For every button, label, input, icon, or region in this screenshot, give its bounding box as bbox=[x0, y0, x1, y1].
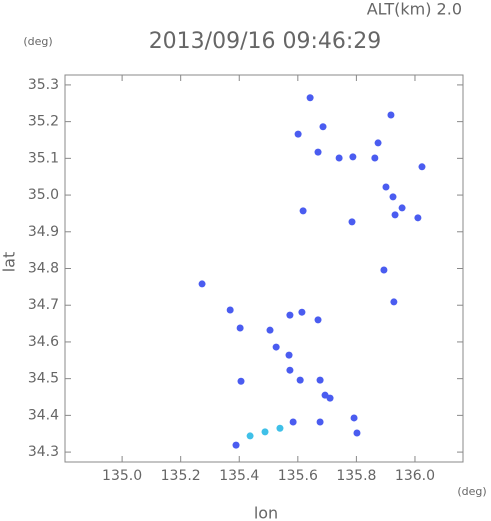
y-tick-label: 34.9 bbox=[28, 224, 59, 240]
echo-point bbox=[286, 366, 294, 374]
y-tick-label: 34.8 bbox=[28, 261, 59, 277]
echo-point bbox=[326, 394, 334, 402]
echo-point bbox=[398, 204, 406, 212]
echo-point bbox=[418, 163, 426, 171]
echo-point bbox=[335, 154, 343, 162]
x-axis-label: lon bbox=[254, 504, 278, 521]
y-tick-label: 35.3 bbox=[28, 77, 59, 93]
x-unit: (deg) bbox=[457, 485, 486, 498]
chart-title: 2013/09/16 09:46:29 bbox=[149, 29, 382, 54]
echo-point bbox=[316, 418, 324, 426]
y-tick-label: 35.1 bbox=[28, 150, 59, 166]
echo-point bbox=[286, 311, 294, 319]
echo-point bbox=[353, 429, 361, 437]
echo-point bbox=[382, 183, 390, 191]
x-tick-label: 135.2 bbox=[161, 468, 201, 484]
echo-point bbox=[266, 326, 274, 334]
echo-point bbox=[237, 377, 245, 385]
echo-point bbox=[348, 218, 356, 226]
echo-point bbox=[390, 298, 398, 306]
plot-frame bbox=[64, 74, 464, 463]
x-tick-label: 136.0 bbox=[395, 468, 435, 484]
echo-point bbox=[314, 316, 322, 324]
echo-point bbox=[316, 376, 324, 384]
echo-point bbox=[272, 343, 280, 351]
echo-point bbox=[306, 94, 314, 102]
echo-point bbox=[198, 280, 206, 288]
echo-point bbox=[246, 432, 254, 440]
y-tick-label: 35.0 bbox=[28, 187, 59, 203]
echo-point bbox=[296, 376, 304, 384]
echo-point bbox=[294, 130, 302, 138]
x-tick-label: 135.4 bbox=[219, 468, 259, 484]
echo-point bbox=[387, 111, 395, 119]
echo-point bbox=[299, 207, 307, 215]
echo-point bbox=[298, 308, 306, 316]
echo-point bbox=[314, 148, 322, 156]
y-tick-label: 34.4 bbox=[28, 407, 59, 423]
y-axis-label: lat bbox=[0, 252, 19, 273]
y-unit: (deg) bbox=[23, 35, 52, 48]
y-tick-label: 34.7 bbox=[28, 297, 59, 313]
y-tick-label: 35.2 bbox=[28, 114, 59, 130]
echo-point bbox=[374, 139, 382, 147]
x-tick-label: 135.6 bbox=[278, 468, 318, 484]
echo-point bbox=[380, 266, 388, 274]
echo-point bbox=[414, 214, 422, 222]
y-tick-label: 34.3 bbox=[28, 444, 59, 460]
x-tick-label: 135.8 bbox=[336, 468, 376, 484]
echo-point bbox=[319, 123, 327, 131]
echo-point bbox=[389, 193, 397, 201]
echo-point bbox=[232, 441, 240, 449]
echo-point bbox=[285, 351, 293, 359]
y-tick-label: 34.6 bbox=[28, 334, 59, 350]
altitude-label: ALT(km) 2.0 bbox=[367, 0, 462, 19]
echo-point bbox=[261, 428, 269, 436]
echo-point bbox=[350, 414, 358, 422]
echo-point bbox=[236, 324, 244, 332]
echo-point bbox=[371, 154, 379, 162]
echo-point bbox=[276, 424, 284, 432]
x-tick-label: 135.0 bbox=[102, 468, 142, 484]
echo-point bbox=[349, 153, 357, 161]
echo-point bbox=[226, 306, 234, 314]
echo-point bbox=[391, 211, 399, 219]
y-tick-label: 34.5 bbox=[28, 371, 59, 387]
echo-point bbox=[289, 418, 297, 426]
